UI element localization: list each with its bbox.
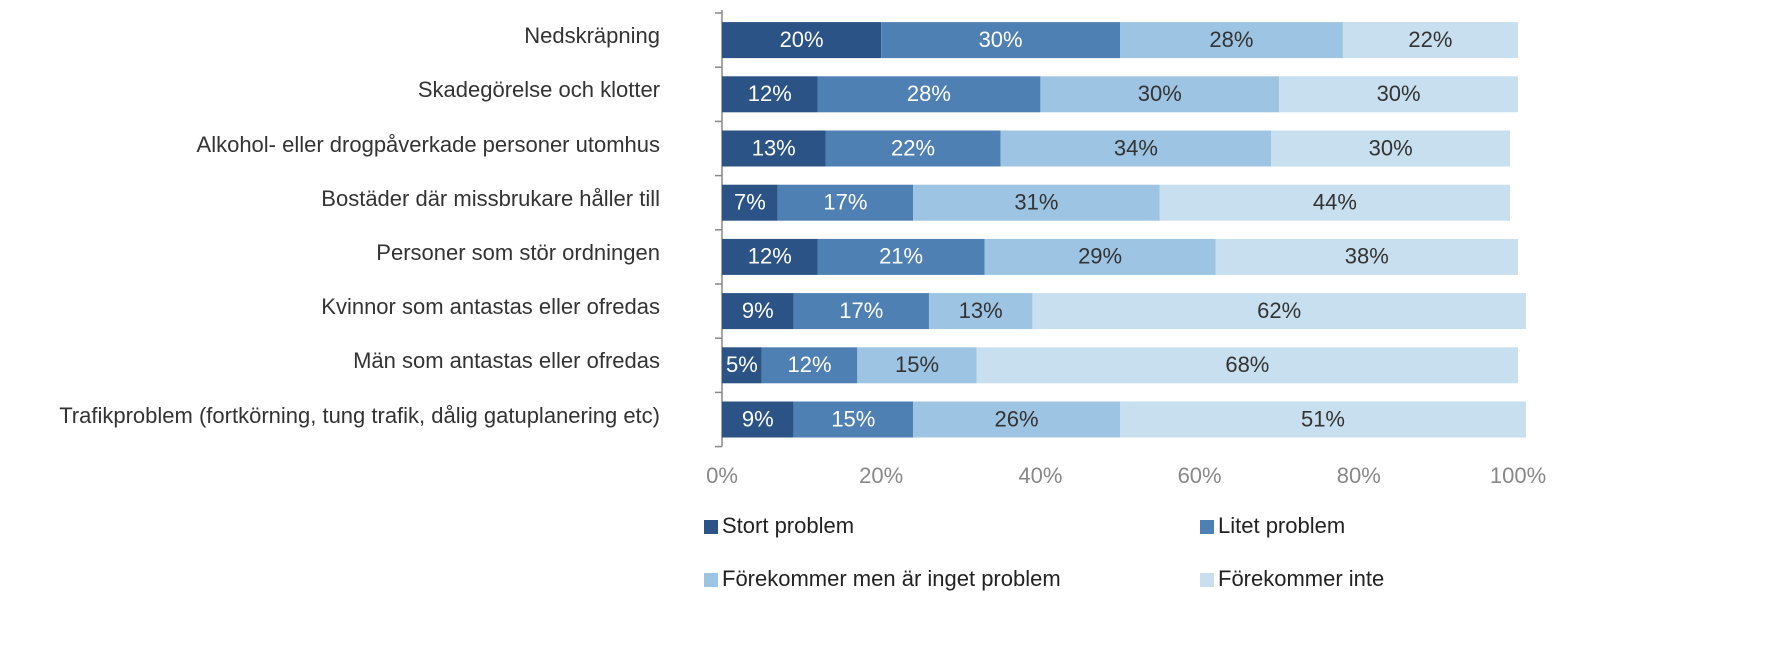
legend-swatch	[1200, 520, 1214, 534]
value-label: 28%	[1209, 27, 1253, 52]
bar-segment	[722, 76, 818, 113]
bar-segment	[1032, 293, 1526, 330]
bar-segment	[1159, 184, 1511, 221]
legend-label: Stort problem	[722, 513, 854, 538]
category-label: Trafikproblem (fortkörning, tung trafik,…	[59, 402, 660, 428]
value-label: 22%	[1408, 27, 1452, 52]
bar-segment	[1342, 22, 1518, 59]
bar-segment	[913, 401, 1120, 438]
value-label: 9%	[742, 406, 774, 431]
category-label: Män som antastas eller ofredas	[353, 348, 660, 374]
bar-segment	[1040, 76, 1280, 113]
value-label: 7%	[734, 190, 766, 215]
value-label: 30%	[1377, 81, 1421, 106]
bar-segment	[913, 184, 1160, 221]
value-label: 31%	[1014, 190, 1058, 215]
value-label: 20%	[780, 27, 824, 52]
bar-segment	[984, 238, 1216, 275]
value-label: 34%	[1114, 135, 1158, 160]
x-tick-label: 0%	[706, 463, 738, 488]
value-label: 15%	[895, 352, 939, 377]
x-tick-label: 20%	[859, 463, 903, 488]
legend-swatch	[1200, 573, 1214, 587]
bar-segment	[817, 238, 985, 275]
bar-segment	[1000, 130, 1272, 167]
bar-segment	[793, 293, 929, 330]
value-label: 15%	[831, 406, 875, 431]
bar-segment	[1120, 22, 1343, 59]
value-label: 30%	[979, 27, 1023, 52]
value-label: 5%	[726, 352, 758, 377]
bar-segment	[722, 293, 794, 330]
bar-segment	[1271, 130, 1511, 167]
bar-segment	[881, 22, 1120, 59]
bar-segment	[722, 238, 818, 275]
value-label: 13%	[752, 135, 796, 160]
category-label: Bostäder där missbrukare håller till	[321, 185, 660, 211]
bar-segment	[1279, 76, 1518, 113]
value-label: 12%	[748, 81, 792, 106]
legend-swatch	[704, 573, 718, 587]
value-label: 28%	[907, 81, 951, 106]
value-label: 38%	[1345, 244, 1389, 269]
value-label: 51%	[1301, 406, 1345, 431]
legend-label: Förekommer men är inget problem	[722, 566, 1061, 591]
bar-segment	[825, 130, 1001, 167]
category-label: Skadegörelse och klotter	[417, 77, 660, 103]
value-label: 13%	[959, 298, 1003, 323]
x-tick-label: 80%	[1337, 463, 1381, 488]
legend-label: Litet problem	[1218, 513, 1345, 538]
bar-segment	[817, 76, 1041, 113]
value-label: 30%	[1138, 81, 1182, 106]
bar-segment	[857, 347, 977, 384]
x-tick-label: 100%	[1490, 463, 1546, 488]
value-label: 22%	[891, 135, 935, 160]
bar-segment	[722, 184, 778, 221]
category-label: Personer som stör ordningen	[376, 239, 660, 265]
bar-segment	[793, 401, 914, 438]
value-label: 44%	[1313, 190, 1357, 215]
category-label: Kvinnor som antastas eller ofredas	[321, 294, 660, 320]
legend-label: Förekommer inte	[1218, 566, 1384, 591]
category-label: Nedskräpning	[524, 23, 660, 49]
x-tick-label: 60%	[1178, 463, 1222, 488]
value-label: 12%	[748, 244, 792, 269]
bar-segment	[761, 347, 858, 384]
bar-segment	[1120, 401, 1526, 438]
bar-segment	[777, 184, 914, 221]
value-label: 30%	[1369, 135, 1413, 160]
value-label: 62%	[1257, 298, 1301, 323]
value-label: 29%	[1078, 244, 1122, 269]
bar-segment	[722, 401, 794, 438]
bar-segment	[722, 347, 762, 384]
category-label: Alkohol- eller drogpåverkade personer ut…	[196, 131, 660, 157]
bar-segment	[722, 130, 826, 167]
value-label: 9%	[742, 298, 774, 323]
value-label: 68%	[1225, 352, 1269, 377]
bar-segment	[976, 347, 1518, 384]
bar-segment	[928, 293, 1033, 330]
value-label: 17%	[823, 190, 867, 215]
value-label: 17%	[839, 298, 883, 323]
bar-segment	[1215, 238, 1518, 275]
value-label: 26%	[994, 406, 1038, 431]
value-label: 21%	[879, 244, 923, 269]
value-label: 12%	[788, 352, 832, 377]
bar-segment	[722, 22, 882, 59]
x-tick-label: 40%	[1018, 463, 1062, 488]
legend-swatch	[704, 520, 718, 534]
